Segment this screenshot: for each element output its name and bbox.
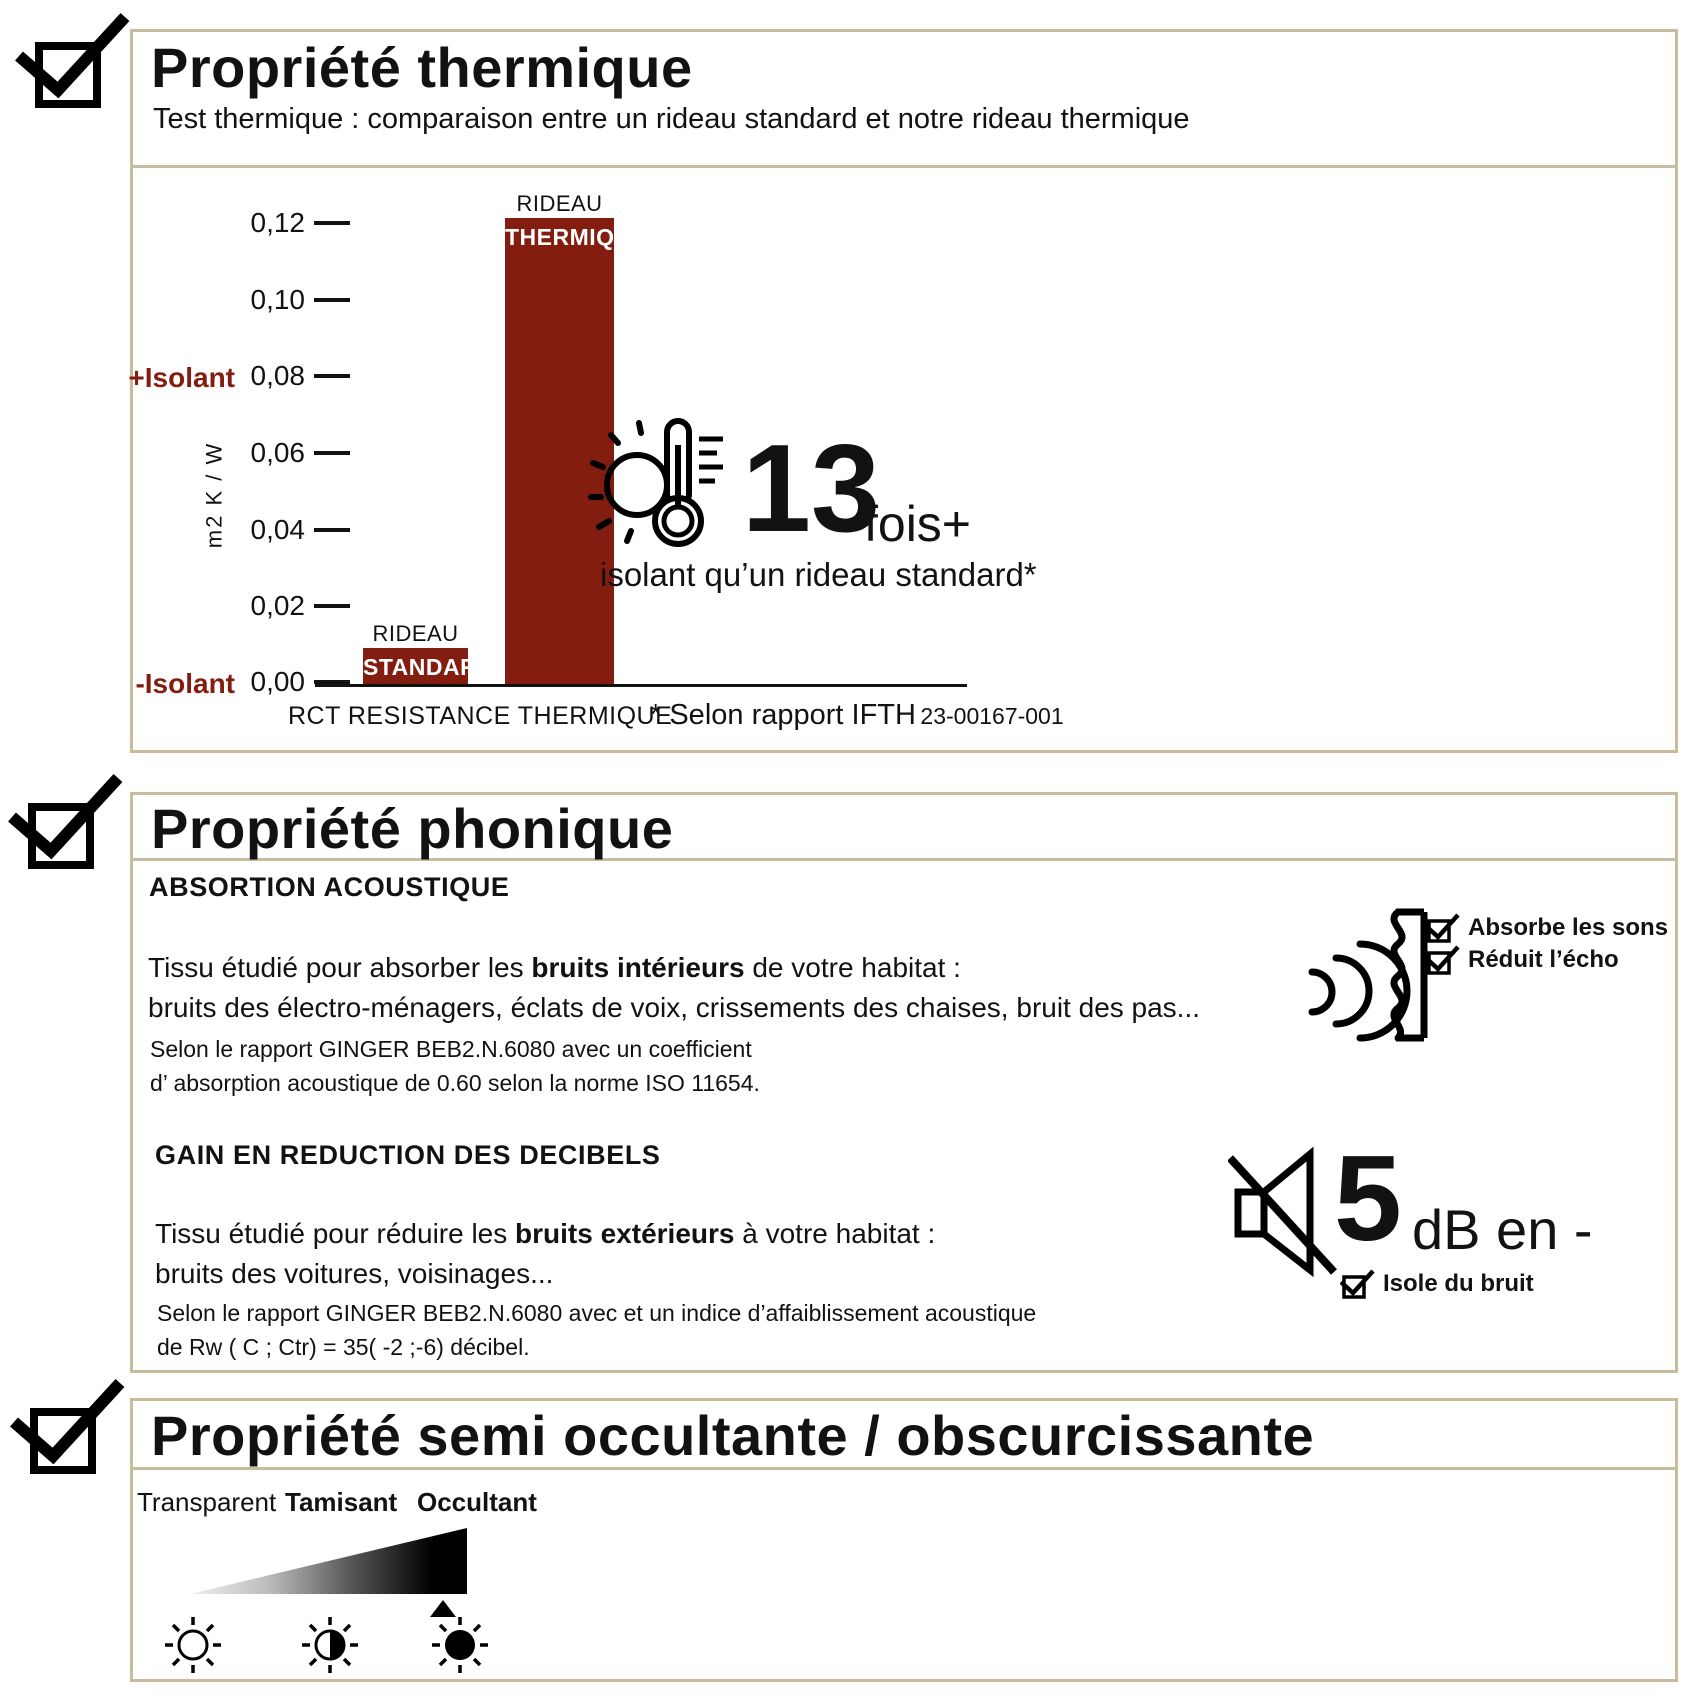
occult-section-box	[130, 1398, 1678, 1682]
benefit-check-echo: Réduit l’écho	[1425, 944, 1619, 976]
benefit-check-label: Absorbe les sons	[1468, 914, 1669, 941]
occult-header-divider	[133, 1467, 1675, 1470]
thermal-header-divider	[133, 165, 1675, 168]
bar-standard-inner-label: STANDARD	[363, 654, 495, 680]
opacity-label-transparent: Transparent	[137, 1487, 277, 1517]
sound-wave-fabric-icon	[1308, 908, 1428, 1042]
small-checked-checkbox-icon	[1425, 945, 1460, 975]
sun-filled-icon	[432, 1617, 488, 1673]
y-tick: 0,02	[150, 590, 350, 621]
thermometer-sun-icon	[588, 418, 723, 547]
opacity-pointer-arrow	[430, 1600, 456, 1617]
occult-checked-checkbox-icon	[10, 1378, 125, 1474]
sun-half-filled-icon	[302, 1617, 358, 1673]
opacity-label-occultant: Occultant	[417, 1487, 537, 1517]
bar-thermique-inner-label: THERMIQUE	[505, 224, 648, 250]
y-tick: 0,00	[150, 666, 350, 697]
y-tick-mark	[314, 298, 350, 302]
opacity-label-tamisant: Tamisant	[285, 1487, 398, 1517]
phonic-big-suffix: dB en -	[1412, 1198, 1593, 1261]
phonic-paragraph-line: Tissu étudié pour réduire les bruits ext…	[155, 1218, 935, 1250]
sun-outline-icon	[165, 1617, 221, 1673]
phonic-report-line: de Rw ( C ; Ctr) = 35( -2 ;-6) décibel.	[157, 1334, 530, 1360]
footnote-ref: 23-00167-001	[920, 703, 1064, 729]
y-tick-mark	[314, 604, 350, 608]
y-tick-label: 0,06	[250, 437, 306, 468]
benefit-check-label: Réduit l’écho	[1468, 946, 1619, 973]
phonic-title: Propriété phonique	[151, 797, 674, 860]
text-run: à votre habitat :	[734, 1218, 936, 1249]
phonic-report-line: Selon le rapport GINGER BEB2.N.6080 avec…	[150, 1036, 752, 1062]
thermal-big-suffix: fois+	[864, 496, 972, 552]
phonic-subhead-decibels: GAIN EN REDUCTION DES DECIBELS	[155, 1140, 661, 1170]
x-axis-line	[315, 684, 967, 687]
phonic-big-number: 5	[1334, 1130, 1402, 1266]
phonic-report-line: d’ absorption acoustique de 0.60 selon l…	[150, 1070, 760, 1096]
text-run: de votre habitat :	[744, 952, 961, 983]
minus-isolant-label: -Isolant	[135, 668, 235, 699]
y-tick-label: 0,02	[250, 590, 306, 621]
text-run: Tissu étudié pour réduire les	[155, 1218, 516, 1249]
thermal-section-box	[130, 29, 1678, 753]
thermal-checked-checkbox-icon	[15, 12, 130, 108]
phonic-report-line: Selon le rapport GINGER BEB2.N.6080 avec…	[157, 1300, 1037, 1326]
thermal-callout-caption: isolant qu’un rideau standard*	[600, 556, 1037, 593]
y-tick-label: 0,00	[250, 666, 306, 697]
text-run: Tissu étudié pour absorber les	[148, 952, 532, 983]
x-axis-caption: RCT RESISTANCE THERMIQUE	[288, 702, 673, 730]
y-tick-label: 0,04	[250, 514, 306, 545]
y-axis-unit-label: m2 K / W	[201, 441, 227, 549]
bar-rideau-standard	[363, 648, 468, 686]
occult-title: Propriété semi occultante / obscurcissan…	[151, 1404, 1315, 1467]
y-tick-mark	[314, 680, 350, 684]
text-run-bold: bruits extérieurs	[515, 1218, 735, 1249]
phonic-paragraph-line: bruits des voitures, voisinages...	[155, 1258, 554, 1289]
text-run-bold: bruits intérieurs	[531, 952, 745, 983]
y-tick: 0,08	[150, 360, 350, 391]
benefit-check-absorbe: Absorbe les sons	[1425, 912, 1668, 944]
y-tick-label: 0,10	[250, 284, 306, 315]
small-checked-checkbox-icon	[1340, 1269, 1375, 1299]
benefit-check-isole: Isole du bruit	[1340, 1268, 1534, 1300]
phonic-paragraph-line: Tissu étudié pour absorber les bruits in…	[148, 952, 961, 984]
benefit-check-label: Isole du bruit	[1383, 1270, 1534, 1297]
y-tick-mark	[314, 451, 350, 455]
plus-isolant-label: +Isolant	[128, 362, 235, 393]
y-tick-label: 0,08	[250, 360, 306, 391]
phonic-checked-checkbox-icon	[8, 773, 123, 869]
phonic-paragraph-line: bruits des électro-ménagers, éclats de v…	[148, 992, 1201, 1023]
y-tick-mark	[314, 374, 350, 378]
phonic-header-box	[130, 792, 1678, 1373]
chart-footnote: * Selon rapport IFTH 23-00167-001	[650, 699, 1064, 732]
y-tick: 0,06	[150, 437, 350, 468]
thermal-title: Propriété thermique	[151, 36, 693, 99]
thermal-big-number: 13	[742, 420, 880, 558]
y-tick: 0,10	[150, 284, 350, 315]
thermal-subtitle: Test thermique : comparaison entre un ri…	[153, 103, 1190, 135]
bar-standard-top-label: RIDEAU	[372, 621, 459, 646]
y-tick-mark	[314, 221, 350, 225]
bar-rideau-thermique	[505, 218, 614, 686]
footnote-text: * Selon rapport IFTH	[650, 699, 916, 731]
small-checked-checkbox-icon	[1425, 913, 1460, 943]
y-tick-label: 0,12	[250, 207, 306, 238]
y-tick: 0,12	[150, 207, 350, 238]
phonic-header-divider	[133, 858, 1675, 861]
y-tick-mark	[314, 528, 350, 532]
y-tick: 0,04	[150, 514, 350, 545]
bar-thermique-top-label: RIDEAU	[516, 191, 603, 216]
muted-speaker-icon	[1228, 1146, 1337, 1278]
phonic-subhead-absorption: ABSORTION ACOUSTIQUE	[149, 872, 510, 902]
